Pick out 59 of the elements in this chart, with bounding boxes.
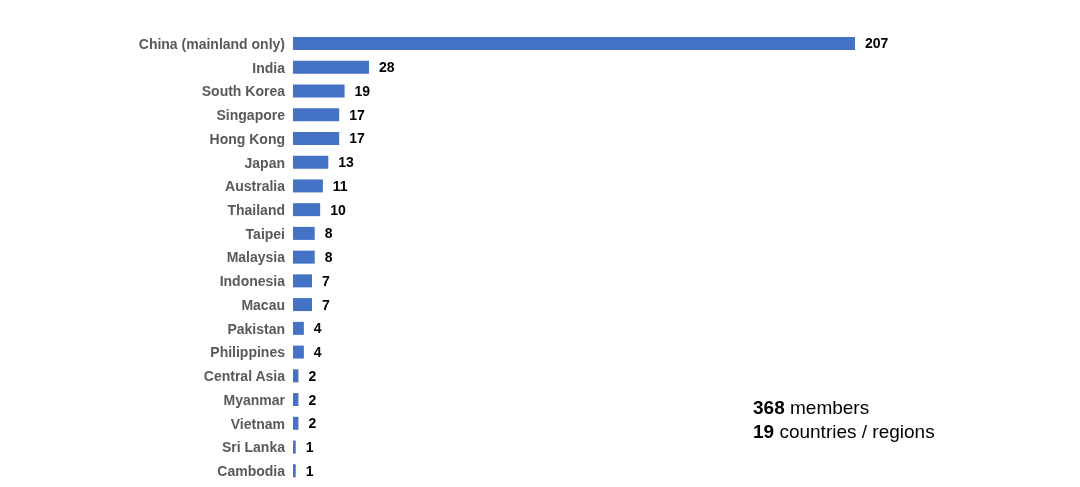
bar bbox=[293, 84, 345, 98]
data-label: 4 bbox=[313, 344, 322, 361]
y-tick-label: South Korea bbox=[201, 83, 286, 100]
bar bbox=[293, 393, 299, 407]
data-label: 13 bbox=[338, 154, 355, 171]
y-tick-label: Hong Kong bbox=[209, 130, 285, 147]
y-tick-label: Central Asia bbox=[203, 368, 286, 385]
y-tick-label: Pakistan bbox=[227, 320, 285, 337]
annotation: 368 members bbox=[753, 396, 871, 420]
data-label: 28 bbox=[379, 59, 395, 76]
bar bbox=[293, 274, 312, 288]
bar bbox=[293, 203, 321, 217]
y-tick-label: Singapore bbox=[216, 107, 286, 124]
bar bbox=[293, 250, 315, 264]
data-label: 8 bbox=[324, 249, 333, 266]
data-label: 17 bbox=[349, 130, 365, 147]
bar bbox=[293, 226, 315, 240]
y-tick-label: Sri Lanka bbox=[221, 439, 286, 456]
bar bbox=[293, 369, 299, 383]
data-label: 7 bbox=[322, 272, 330, 289]
bar bbox=[293, 416, 299, 430]
data-label: 7 bbox=[322, 296, 330, 313]
y-tick-label: Vietnam bbox=[230, 415, 285, 432]
data-label: 11 bbox=[332, 177, 348, 194]
bar bbox=[293, 345, 304, 359]
data-label: 2 bbox=[308, 367, 317, 384]
data-label: 2 bbox=[308, 415, 317, 432]
y-tick-label: Macau bbox=[241, 296, 285, 313]
bar bbox=[293, 179, 323, 193]
y-tick-label: Philippines bbox=[210, 344, 286, 361]
bar bbox=[293, 464, 296, 478]
data-label: 8 bbox=[324, 225, 333, 242]
data-label: 1 bbox=[305, 462, 314, 479]
y-tick-label: Cambodia bbox=[217, 463, 286, 480]
y-tick-label: India bbox=[252, 59, 286, 76]
bar bbox=[293, 440, 296, 454]
y-tick-label: Thailand bbox=[227, 202, 285, 218]
bar bbox=[293, 155, 329, 169]
bar bbox=[293, 321, 304, 335]
y-tick-label: Taipei bbox=[245, 225, 285, 242]
y-tick-label: Malaysia bbox=[226, 249, 286, 266]
data-label: 19 bbox=[354, 82, 371, 99]
annotation: 19 countries / regions bbox=[753, 420, 935, 444]
bar bbox=[293, 60, 370, 74]
bar bbox=[293, 37, 855, 50]
y-tick-label: Japan bbox=[244, 154, 285, 171]
bar bbox=[293, 298, 312, 312]
bar bbox=[293, 131, 340, 145]
data-label: 4 bbox=[313, 320, 322, 337]
data-label: 17 bbox=[349, 106, 365, 123]
y-tick-label: China (mainland only) bbox=[138, 35, 285, 52]
data-label: 1 bbox=[305, 439, 314, 455]
bar bbox=[293, 108, 340, 122]
data-label: 207 bbox=[865, 35, 889, 52]
data-label: 2 bbox=[308, 391, 317, 408]
y-tick-label: Myanmar bbox=[223, 391, 286, 408]
y-tick-label: Australia bbox=[225, 178, 286, 195]
y-tick-label: Indonesia bbox=[219, 273, 286, 290]
data-label: 10 bbox=[330, 201, 346, 218]
